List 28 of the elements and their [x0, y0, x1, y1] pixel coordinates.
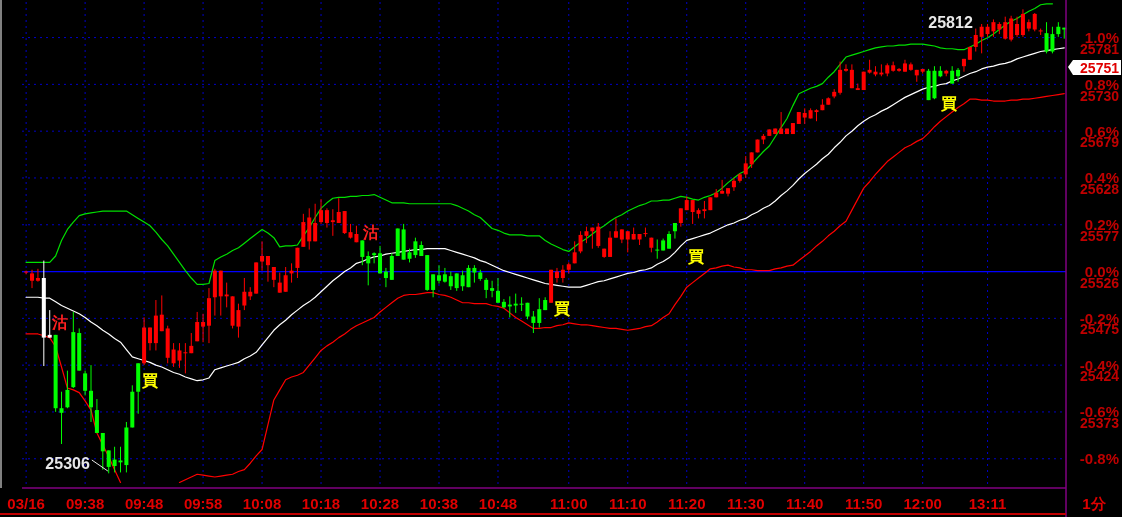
annotation: 沽 — [362, 223, 380, 241]
text: 1分 — [1082, 495, 1107, 512]
annotation: 沽 — [50, 313, 68, 331]
x-tick-label: 10:18 — [301, 495, 341, 512]
x-tick-label: 11:10 — [608, 495, 647, 512]
annotation: 買 — [687, 247, 705, 265]
x-tick-label: 09:48 — [124, 495, 164, 512]
x-tick-label: 12:00 — [903, 495, 942, 512]
x-tick-label: 11:30 — [726, 495, 765, 512]
annotation: 買 — [940, 94, 958, 112]
x-tick-label: 11:50 — [844, 495, 883, 512]
x-tick-label: 13:11 — [968, 495, 1007, 512]
x-tick-label: 10:38 — [419, 495, 459, 512]
x-tick-label: 10:28 — [360, 495, 400, 512]
x-tick-label: 03/16 — [7, 495, 45, 512]
x-tick-label: 09:38 — [65, 495, 105, 512]
x-tick-label: 11:20 — [667, 495, 706, 512]
annotation: 25812 — [928, 13, 973, 31]
price-box: 25751 — [1068, 59, 1121, 76]
y2-tick-label: -0.8% — [1079, 450, 1119, 468]
annotation: 買 — [552, 299, 570, 317]
x-tick-label: 11:40 — [785, 495, 824, 512]
x-tick-label: 09:58 — [183, 495, 223, 512]
x-tick-label: 11:00 — [550, 495, 588, 512]
x-tick-label: 10:08 — [242, 495, 282, 512]
x-tick-label: 10:48 — [478, 495, 518, 512]
annotation: 買 — [140, 371, 158, 389]
annotation: 25306 — [45, 454, 90, 472]
